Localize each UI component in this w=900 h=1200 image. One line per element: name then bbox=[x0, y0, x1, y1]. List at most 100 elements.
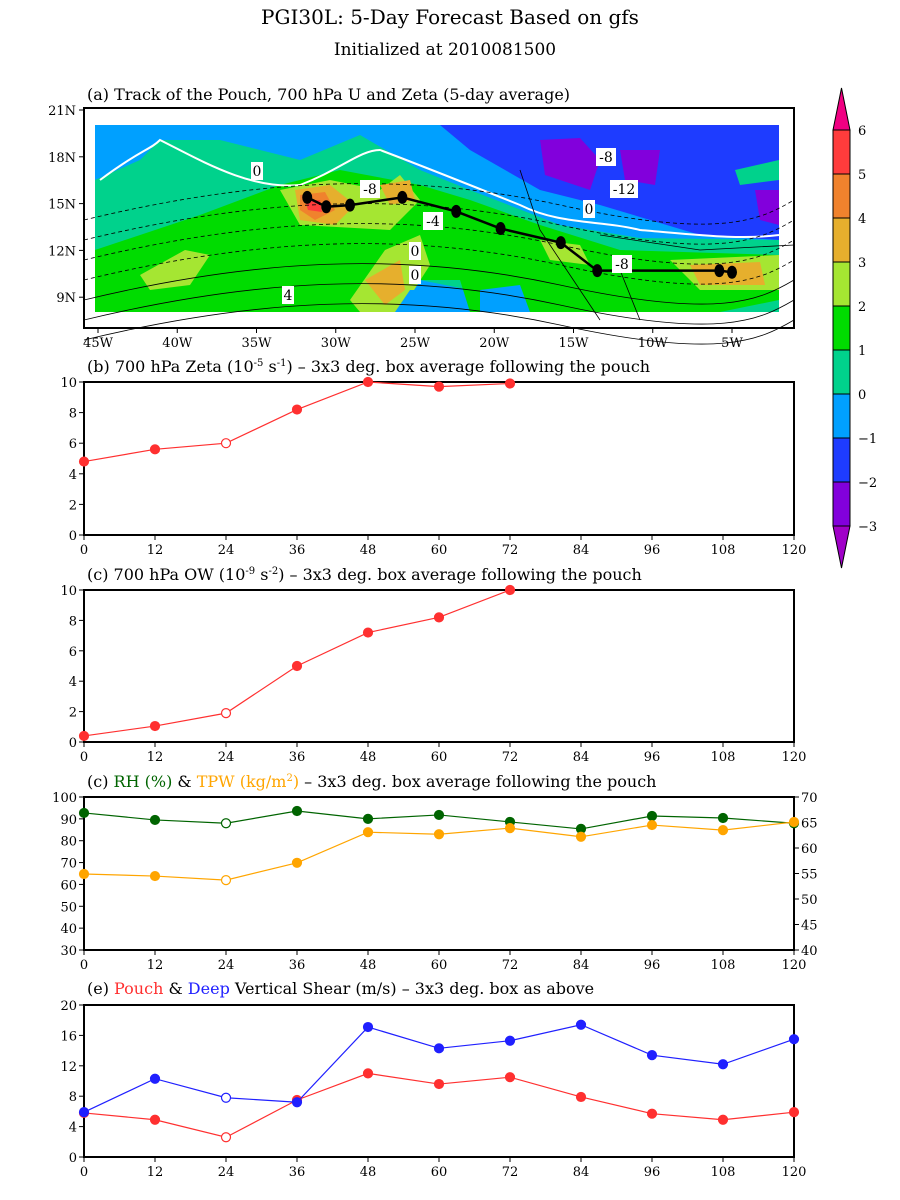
data-point-rh bbox=[433, 809, 445, 821]
x-tick-label: 108 bbox=[711, 1165, 736, 1180]
contour-label-box bbox=[409, 242, 421, 260]
y-right-tick-label: 65 bbox=[801, 817, 818, 832]
zeta-fill-region bbox=[440, 125, 779, 240]
contour-label-box bbox=[251, 162, 263, 180]
data-point-deep bbox=[788, 1034, 800, 1045]
zero-contour bbox=[99, 138, 780, 239]
data-point-ow bbox=[362, 627, 374, 638]
x-tick-label: 84 bbox=[573, 1165, 590, 1180]
data-point-pouch bbox=[504, 1072, 516, 1083]
data-point-deep bbox=[575, 1019, 587, 1030]
pouch-track-point bbox=[714, 264, 725, 278]
data-point-tpw bbox=[149, 870, 161, 882]
contour-label: 0 bbox=[411, 268, 420, 284]
pouch-track-point bbox=[727, 265, 737, 279]
lon-tick-label: 30W bbox=[321, 336, 352, 351]
x-tick-label: 48 bbox=[360, 543, 377, 558]
lon-tick-label: 15W bbox=[559, 336, 590, 351]
colorbar-label: 4 bbox=[858, 212, 866, 227]
y-tick-label: 4 bbox=[69, 468, 77, 483]
data-point-pouch bbox=[149, 1114, 161, 1125]
data-point-zeta bbox=[362, 376, 374, 388]
x-tick-label: 36 bbox=[289, 750, 306, 765]
y-tick-label: 0 bbox=[69, 1151, 77, 1166]
colorbar-label: 1 bbox=[858, 344, 866, 359]
panel-e-title: (e) Pouch & Deep Vertical Shear (m/s) – … bbox=[87, 979, 594, 998]
contour-label-box bbox=[583, 200, 595, 218]
pouch-track-point bbox=[345, 198, 356, 212]
data-point-pouch bbox=[646, 1108, 658, 1119]
data-point-tpw bbox=[646, 819, 658, 831]
colorbar-label: 5 bbox=[858, 168, 866, 183]
contour-label-box bbox=[423, 212, 443, 230]
zeta-fill-region bbox=[95, 170, 779, 312]
y-tick-label: 30 bbox=[60, 944, 77, 959]
lon-tick-label: 20W bbox=[479, 336, 510, 351]
y-tick-label: 8 bbox=[69, 407, 77, 422]
contour-label-box bbox=[610, 180, 638, 198]
plot-frame bbox=[83, 381, 795, 536]
x-tick-label: 96 bbox=[644, 543, 661, 558]
colorbar-segment bbox=[832, 173, 851, 219]
x-tick-label: 12 bbox=[147, 543, 164, 558]
zeta-fill-region bbox=[540, 138, 600, 190]
colorbar-label: −2 bbox=[858, 476, 877, 491]
y-tick-label: 12 bbox=[60, 1060, 77, 1075]
colorbar-label: −3 bbox=[858, 520, 877, 535]
x-tick-label: 24 bbox=[218, 750, 235, 765]
x-tick-label: 24 bbox=[218, 543, 235, 558]
x-tick-label: 48 bbox=[360, 750, 377, 765]
zeta-fill-region bbox=[620, 150, 660, 185]
contour-label: 4 bbox=[284, 288, 293, 304]
data-point-deep bbox=[646, 1050, 658, 1061]
y-tick-label: 50 bbox=[60, 900, 77, 915]
data-point-deep bbox=[433, 1043, 445, 1054]
data-point-ow bbox=[78, 730, 90, 742]
zeta-fill-region bbox=[735, 160, 779, 185]
colorbar-label: 3 bbox=[858, 256, 866, 271]
data-point-deep bbox=[220, 1092, 232, 1103]
data-point-tpw bbox=[362, 827, 374, 838]
colorbar-bottom-arrow bbox=[832, 525, 851, 569]
x-tick-label: 24 bbox=[218, 1165, 235, 1180]
figure-title: PGI30L: 5-Day Forecast Based on gfs bbox=[261, 5, 639, 29]
y-tick-label: 16 bbox=[60, 1029, 77, 1044]
lon-tick-label: 5W bbox=[721, 336, 743, 351]
y-tick-label: 90 bbox=[60, 813, 77, 828]
pouch-track-point bbox=[321, 200, 332, 214]
data-point-pouch bbox=[788, 1107, 800, 1118]
u-wind-contour bbox=[83, 283, 795, 325]
y-tick-label: 8 bbox=[69, 614, 77, 629]
pouch-track-point bbox=[555, 236, 566, 250]
data-point-tpw bbox=[504, 823, 516, 834]
data-point-zeta bbox=[291, 404, 303, 415]
contour-label-box bbox=[282, 286, 294, 304]
x-tick-label: 108 bbox=[711, 958, 736, 973]
data-point-zeta bbox=[220, 438, 232, 449]
colorbar-segment bbox=[832, 481, 851, 527]
x-tick-label: 84 bbox=[573, 958, 590, 973]
colorbar-top-arrow bbox=[832, 87, 851, 131]
y-right-tick-label: 45 bbox=[801, 919, 818, 934]
panel-b-title: (b) 700 hPa Zeta (10-5 s-1) – 3x3 deg. b… bbox=[87, 357, 650, 376]
data-point-deep bbox=[362, 1021, 374, 1033]
data-point-pouch bbox=[220, 1132, 232, 1143]
x-tick-label: 0 bbox=[80, 1165, 88, 1180]
zeta-fill-region bbox=[365, 260, 405, 305]
y-right-tick-label: 55 bbox=[801, 868, 818, 883]
y-tick-label: 10 bbox=[60, 376, 77, 391]
data-point-tpw bbox=[717, 825, 729, 836]
x-tick-label: 72 bbox=[502, 958, 519, 973]
x-tick-label: 36 bbox=[289, 958, 306, 973]
x-tick-label: 60 bbox=[431, 1165, 448, 1180]
series-line-zeta bbox=[83, 381, 511, 463]
y-tick-label: 60 bbox=[60, 878, 77, 893]
u-wind-contour bbox=[83, 243, 795, 285]
x-tick-label: 24 bbox=[218, 958, 235, 973]
panel-c-title: (c) 700 hPa OW (10-9 s-2) – 3x3 deg. box… bbox=[87, 565, 642, 584]
data-point-tpw bbox=[220, 875, 232, 886]
lat-tick-label: 21N bbox=[48, 104, 76, 119]
